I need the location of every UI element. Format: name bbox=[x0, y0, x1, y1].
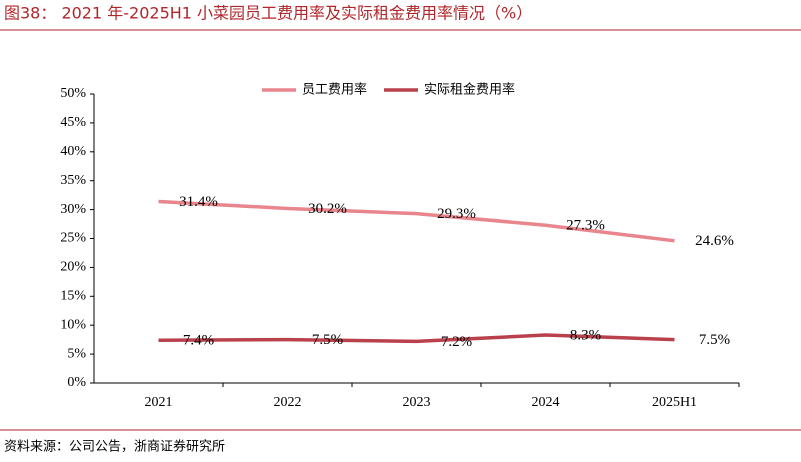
y-tick-label: 40% bbox=[60, 144, 86, 159]
y-tick-label: 0% bbox=[67, 375, 86, 390]
y-tick-label: 15% bbox=[60, 289, 86, 304]
y-tick-label: 25% bbox=[60, 231, 86, 246]
legend-label: 员工费用率 bbox=[302, 82, 367, 98]
data-label: 30.2% bbox=[308, 201, 347, 217]
chart-title: 图38： 2021 年-2025H1 小菜园员工费用率及实际租金费用率情况（%） bbox=[4, 4, 532, 23]
x-tick-label: 2022 bbox=[274, 395, 302, 410]
y-tick-label: 10% bbox=[60, 317, 86, 332]
source: 资料来源：公司公告，浙商证券研究所 bbox=[4, 439, 225, 455]
x-tick-label: 2024 bbox=[532, 395, 560, 410]
y-tick-label: 45% bbox=[60, 115, 86, 130]
data-label: 27.3% bbox=[566, 218, 605, 234]
legend-label: 实际租金费用率 bbox=[424, 82, 515, 98]
data-label: 7.5% bbox=[699, 332, 730, 348]
series-line bbox=[158, 199, 675, 243]
x-tick-label: 2023 bbox=[403, 395, 431, 410]
data-label: 24.6% bbox=[695, 233, 734, 249]
y-tick-label: 35% bbox=[60, 173, 86, 188]
series-line bbox=[158, 333, 675, 344]
y-tick-label: 20% bbox=[60, 260, 86, 275]
x-tick-label: 2025H1 bbox=[652, 395, 697, 410]
x-tick-label: 2021 bbox=[145, 395, 173, 410]
data-label: 31.4% bbox=[179, 194, 218, 210]
y-tick-label: 30% bbox=[60, 202, 86, 217]
data-label: 7.2% bbox=[441, 334, 472, 350]
data-label: 8.3% bbox=[570, 327, 601, 343]
y-tick-label: 50% bbox=[60, 86, 86, 101]
data-label: 7.5% bbox=[312, 332, 343, 348]
y-tick-label: 5% bbox=[67, 346, 86, 361]
data-label: 29.3% bbox=[437, 206, 476, 222]
data-label: 7.4% bbox=[183, 333, 214, 349]
